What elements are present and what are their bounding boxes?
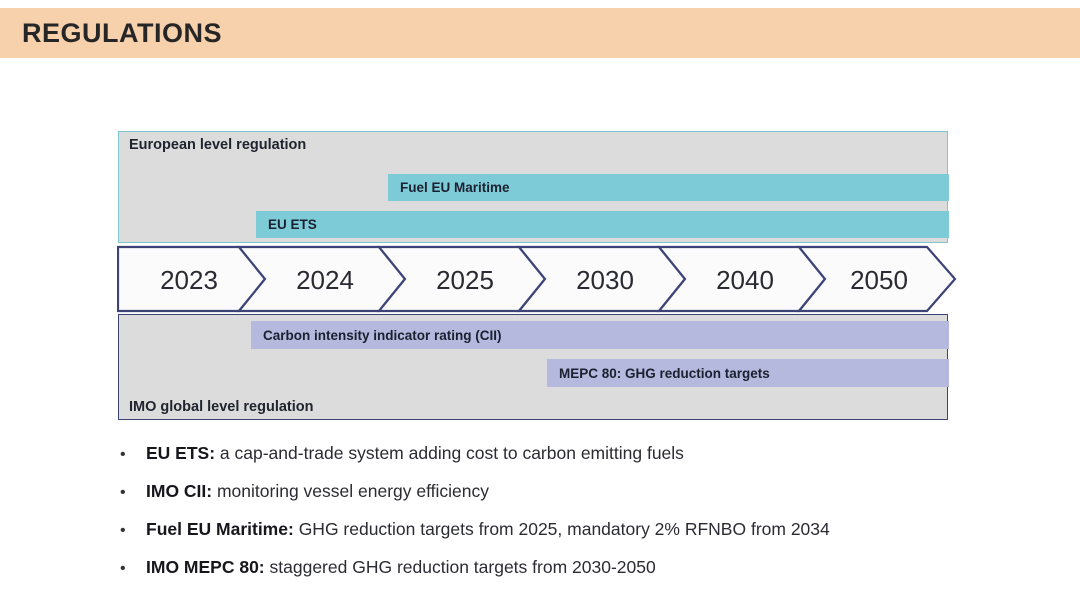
timeline-year-label: 2040 bbox=[716, 265, 774, 295]
list-item-term: EU ETS: bbox=[146, 443, 216, 463]
list-item-text: Fuel EU Maritime: GHG reduction targets … bbox=[146, 519, 830, 539]
list-item-term: IMO CII: bbox=[146, 480, 213, 501]
regulation-summary-list: • EU ETS: a cap-and-trade system adding … bbox=[120, 443, 1020, 595]
page-title: REGULATIONS bbox=[22, 17, 222, 48]
list-item-term: Fuel EU Maritime: bbox=[146, 518, 294, 539]
regulation-bar-eu-ets: EU ETS bbox=[256, 211, 949, 238]
regulation-bar-label: Fuel EU Maritime bbox=[400, 180, 510, 195]
bullet-point-icon: • bbox=[120, 446, 126, 463]
bullet-point-icon: • bbox=[120, 559, 126, 577]
bullet-point-icon: • bbox=[120, 483, 126, 501]
regulation-bar-label: EU ETS bbox=[268, 217, 317, 232]
timeline-year-label: 2024 bbox=[296, 265, 354, 295]
regulation-bar-label: MEPC 80: GHG reduction targets bbox=[559, 365, 770, 381]
timeline-year-label: 2025 bbox=[436, 265, 494, 295]
list-item: • IMO CII: monitoring vessel energy effi… bbox=[120, 481, 1020, 502]
regulation-bar-label: Carbon intensity indicator rating (CII) bbox=[263, 327, 502, 343]
list-item-text: IMO MEPC 80: staggered GHG reduction tar… bbox=[146, 557, 656, 577]
list-item-description: staggered GHG reduction targets from 203… bbox=[269, 556, 656, 577]
list-item-text: IMO CII: monitoring vessel energy effici… bbox=[146, 481, 489, 501]
list-item: • IMO MEPC 80: staggered GHG reduction t… bbox=[120, 557, 1020, 578]
list-item-term: IMO MEPC 80: bbox=[146, 556, 265, 577]
timeline-year-label: 2050 bbox=[850, 265, 908, 295]
bullet-point-icon: • bbox=[120, 521, 126, 539]
imo-regulation-panel: Carbon intensity indicator rating (CII) … bbox=[118, 314, 949, 420]
year-timeline: 2023 2024 2025 2030 2040 2050 bbox=[117, 245, 962, 313]
regulation-bar-mepc-80: MEPC 80: GHG reduction targets bbox=[547, 359, 949, 387]
timeline-year-label: 2023 bbox=[160, 265, 218, 295]
regulation-bar-fuel-eu-maritime: Fuel EU Maritime bbox=[388, 174, 949, 201]
timeline-year-label: 2030 bbox=[576, 265, 634, 295]
list-item-text: EU ETS: a cap-and-trade system adding co… bbox=[146, 443, 684, 463]
list-item-description: a cap-and-trade system adding cost to ca… bbox=[219, 443, 684, 463]
regulations-timeline-diagram: European level regulation Fuel EU Mariti… bbox=[117, 131, 957, 420]
list-item-description: monitoring vessel energy efficiency bbox=[216, 480, 490, 501]
list-item: • Fuel EU Maritime: GHG reduction target… bbox=[120, 519, 1020, 540]
header-banner: REGULATIONS bbox=[0, 8, 1080, 58]
european-panel-title: European level regulation bbox=[129, 137, 307, 153]
list-item-description: GHG reduction targets from 2025, mandato… bbox=[298, 518, 830, 539]
timeline-chevron-2050 bbox=[796, 245, 957, 313]
european-regulation-panel: European level regulation Fuel EU Mariti… bbox=[118, 131, 949, 243]
imo-panel-title: IMO global level regulation bbox=[129, 399, 314, 415]
list-item: • EU ETS: a cap-and-trade system adding … bbox=[120, 443, 1020, 464]
regulation-bar-carbon-intensity-indicator: Carbon intensity indicator rating (CII) bbox=[251, 321, 949, 349]
